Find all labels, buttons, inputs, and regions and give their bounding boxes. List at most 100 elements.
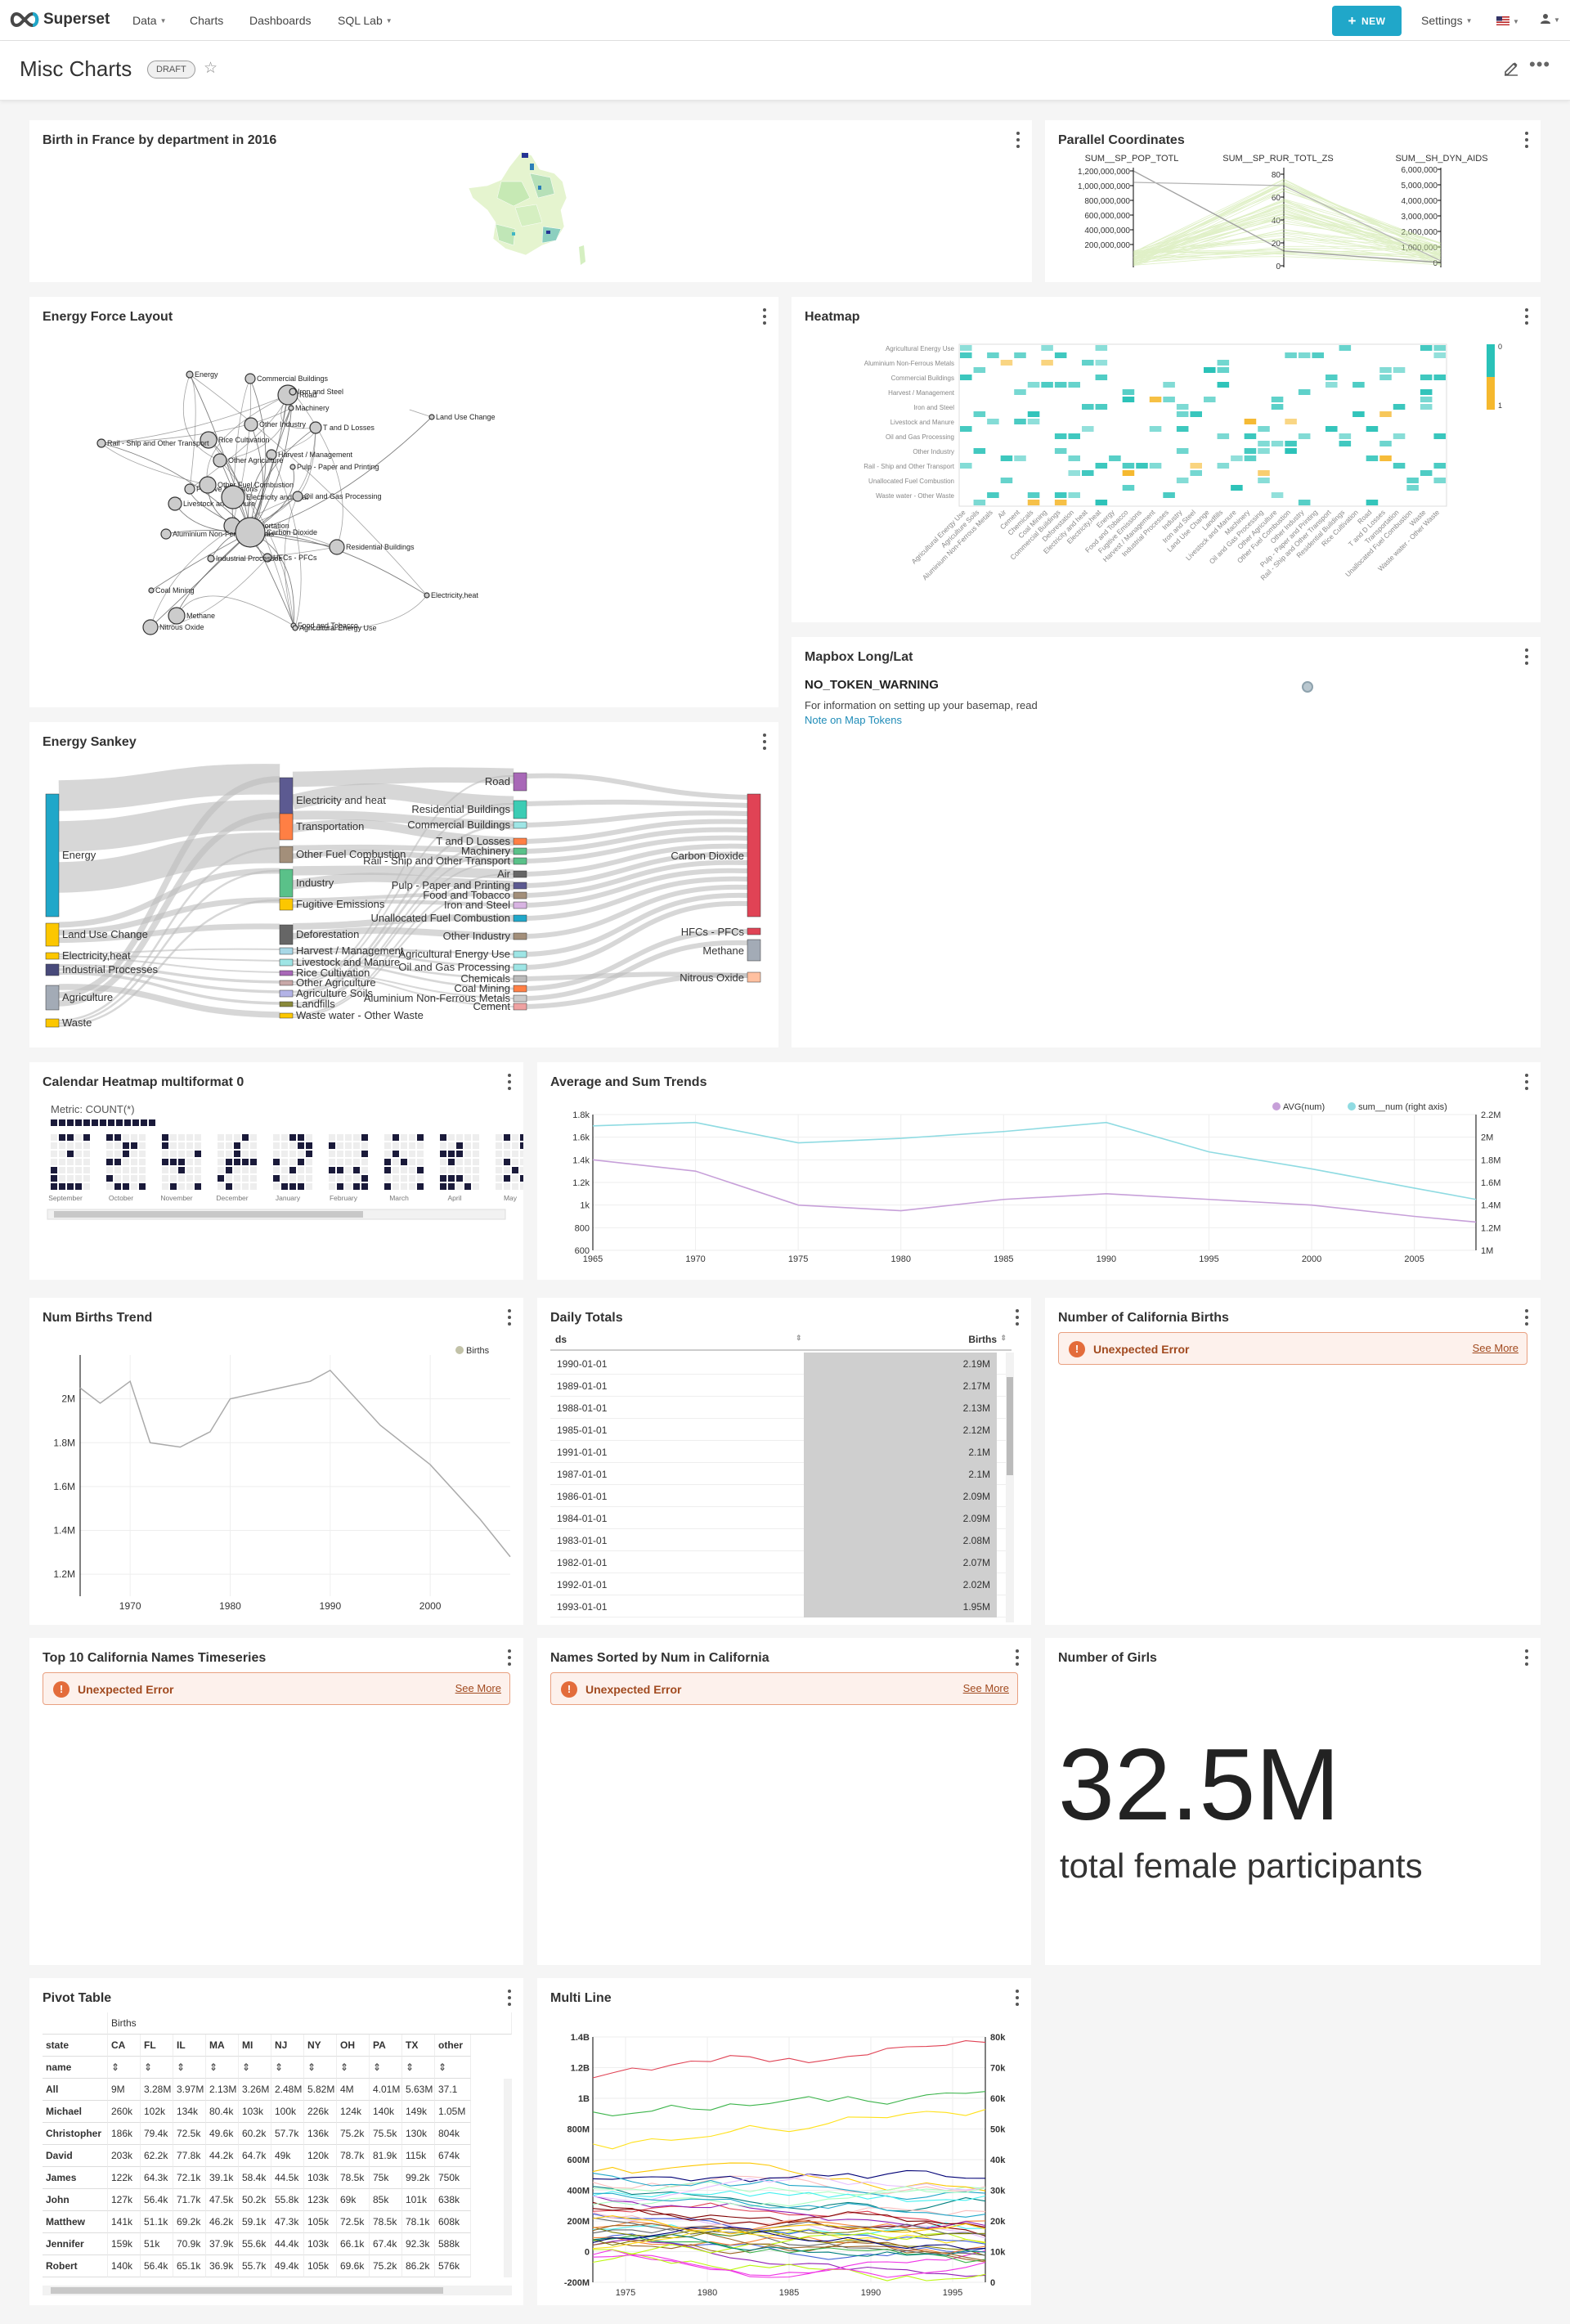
axis-title: SUM__SH_DYN_AIDS <box>1395 154 1487 164</box>
calendar-cell <box>226 1151 232 1157</box>
more-options-icon[interactable]: ••• <box>1529 54 1551 74</box>
col-header-births[interactable]: Births <box>968 1334 997 1345</box>
card-menu-icon[interactable] <box>1524 648 1529 665</box>
force-node <box>207 554 215 563</box>
pivot-cell: 70.9k <box>173 2233 206 2255</box>
nav-charts[interactable]: Charts <box>190 14 223 27</box>
brand[interactable]: Superset <box>8 11 110 29</box>
sankey-link <box>526 773 748 800</box>
sankey-node-label: Landfills <box>296 998 335 1010</box>
series-line <box>593 2232 986 2254</box>
error-text: Unexpected Error <box>78 1683 174 1696</box>
pivot-row-label: All <box>43 2079 108 2101</box>
card-menu-icon[interactable] <box>1524 1309 1529 1326</box>
card-menu-icon[interactable] <box>1524 1649 1529 1666</box>
pivot-cell: 57.7k <box>271 2123 304 2145</box>
calendar-cell <box>178 1142 185 1149</box>
pivot-cell: 750k <box>435 2167 471 2189</box>
heatmap-cell <box>1379 367 1392 373</box>
calendar-cell <box>473 1167 479 1173</box>
card-menu-icon[interactable] <box>1015 1309 1020 1326</box>
draft-badge[interactable]: DRAFT <box>147 61 195 79</box>
card-menu-icon[interactable] <box>1524 1074 1529 1090</box>
card-menu-icon[interactable] <box>762 734 767 750</box>
card-menu-icon[interactable] <box>1016 132 1020 148</box>
pivot-cell: 78.1k <box>402 2211 435 2233</box>
sankey-node-label: Road <box>485 775 510 787</box>
sankey-link <box>58 955 280 962</box>
france-map <box>468 150 585 265</box>
calendar-cell <box>298 1134 304 1141</box>
pivot-cell: 85k <box>370 2189 402 2211</box>
card-menu-icon[interactable] <box>507 1990 512 2006</box>
force-node <box>244 373 256 384</box>
user-menu[interactable]: ▼ <box>1541 13 1560 26</box>
nav-dashboards[interactable]: Dashboards <box>249 14 312 27</box>
sort-icon[interactable]: ⇕ <box>1000 1334 1007 1342</box>
calendar-cell <box>448 1142 455 1149</box>
pivot-cell: 608k <box>435 2211 471 2233</box>
calendar-cell <box>464 1167 471 1173</box>
favorite-star-icon[interactable]: ☆ <box>204 60 218 77</box>
card-menu-icon[interactable] <box>507 1649 512 1666</box>
heatmap-cell <box>1027 492 1040 498</box>
calendar-cell <box>218 1167 224 1173</box>
force-node-label: Aluminium Non-Ferrous Metals <box>173 530 275 538</box>
cell-births-bar: 1.95M <box>804 1595 997 1617</box>
settings-menu[interactable]: Settings ▼ <box>1421 14 1473 27</box>
series-line <box>592 2173 986 2201</box>
calendar-cell <box>353 1167 360 1173</box>
table-row: 1991-01-01 2.1M <box>550 1441 1012 1463</box>
new-button[interactable]: + NEW <box>1332 6 1402 36</box>
dashboard-title[interactable]: Misc Charts <box>20 56 132 81</box>
sankey-node <box>513 901 527 909</box>
language-picker[interactable]: ▼ <box>1496 15 1519 28</box>
edit-pencil-icon[interactable] <box>1503 60 1519 76</box>
scrollbar[interactable] <box>1006 1353 1014 1622</box>
heatmap-cell <box>1271 397 1284 402</box>
card-menu-icon[interactable] <box>507 1309 512 1326</box>
pivot-group-header: Births <box>108 2012 512 2035</box>
see-more-link[interactable]: See More <box>1472 1342 1518 1354</box>
nav-data[interactable]: Data ▼ <box>132 14 167 27</box>
parallel-line <box>1133 182 1442 262</box>
pivot-table: Births state CA FL IL MA MI NJ NY OH PA TX other name… <box>43 2012 512 2297</box>
col-header-ds[interactable]: ds <box>555 1334 567 1345</box>
scrollbar-thumb[interactable] <box>1007 1377 1013 1475</box>
force-node <box>148 587 155 594</box>
card-menu-icon[interactable] <box>1015 1649 1020 1666</box>
heatmap-cell <box>1095 500 1108 505</box>
see-more-link[interactable]: See More <box>962 1682 1009 1694</box>
scrollbar-thumb[interactable] <box>51 2287 443 2294</box>
sankey-link <box>526 928 748 991</box>
card-menu-icon[interactable] <box>1524 132 1529 148</box>
card-menu-icon[interactable] <box>507 1074 512 1090</box>
pivot-col-header: PA <box>370 2035 402 2057</box>
scrollbar[interactable] <box>504 2079 512 2277</box>
heatmap-cell <box>1271 492 1284 498</box>
pivot-cell: 75.2k <box>370 2255 402 2277</box>
pivot-cell: 64.7k <box>239 2145 271 2167</box>
card-menu-icon[interactable] <box>1015 1990 1020 2006</box>
calendar-cell <box>92 1119 98 1126</box>
force-link <box>189 374 251 533</box>
sankey-node <box>279 846 294 864</box>
y-tick-label: 400M <box>567 2187 590 2196</box>
see-more-link[interactable]: See More <box>455 1682 501 1694</box>
heatmap-cell <box>1366 455 1379 461</box>
calendar-cell <box>306 1151 312 1157</box>
calendar-cell <box>392 1134 399 1141</box>
pivot-cell: 69k <box>337 2189 370 2211</box>
card-menu-icon[interactable] <box>1524 308 1529 325</box>
sankey-node <box>513 932 527 940</box>
calendar-cell <box>178 1183 185 1190</box>
calendar-cell <box>162 1159 168 1165</box>
mapbox-token-link[interactable]: Note on Map Tokens <box>805 714 902 726</box>
sankey-node-label: Cement <box>473 1000 510 1012</box>
heatmap-cell <box>960 375 972 380</box>
nav-sqllab[interactable]: SQL Lab ▼ <box>338 14 392 27</box>
card-menu-icon[interactable] <box>762 308 767 325</box>
calendar-cell <box>162 1175 168 1182</box>
heatmap-cell <box>1204 397 1216 402</box>
sort-icon[interactable]: ⇕ <box>796 1334 802 1342</box>
